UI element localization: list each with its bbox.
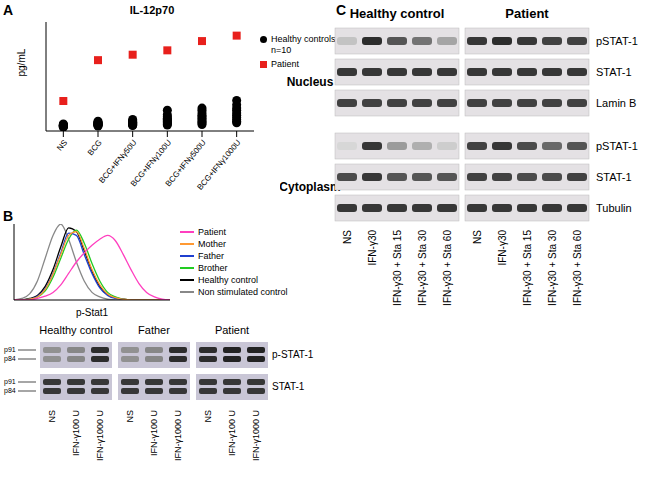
svg-text:STAT-1: STAT-1 [272, 381, 305, 392]
svg-text:BCG+IFNγ500U: BCG+IFNγ500U [163, 138, 208, 189]
svg-text:Lamin B: Lamin B [596, 97, 636, 109]
svg-text:Patient: Patient [505, 6, 549, 21]
svg-text:p84: p84 [4, 355, 16, 363]
svg-text:Nucleus: Nucleus [287, 75, 334, 89]
html-text:Healthy controls n=10: Healthy controls n=10 [271, 34, 336, 55]
svg-text:NS: NS [203, 410, 213, 423]
svg-text:IFN-γ30 + Sta 60: IFN-γ30 + Sta 60 [442, 230, 453, 306]
svg-text:IFN-γ100 U: IFN-γ100 U [149, 410, 159, 456]
svg-text:IFN-γ1000 U: IFN-γ1000 U [173, 410, 183, 461]
html-text:IL-12p70: IL-12p70 [129, 4, 175, 16]
svg-text:p-STAT-1: p-STAT-1 [272, 349, 314, 360]
svg-text:STAT-1: STAT-1 [596, 171, 632, 183]
svg-text:BCG+IFNγ100U: BCG+IFNγ100U [129, 138, 174, 189]
svg-text:IFN-γ30 + Sta 15: IFN-γ30 + Sta 15 [392, 230, 403, 306]
svg-text:Patient: Patient [215, 324, 249, 336]
html-text:Patient: Patient [198, 227, 226, 237]
svg-text:NS: NS [125, 410, 135, 423]
svg-text:BCG: BCG [86, 138, 104, 157]
svg-text:NS: NS [472, 230, 483, 244]
svg-text:NS: NS [342, 230, 353, 244]
svg-text:IFN-γ30 + Sta 30: IFN-γ30 + Sta 30 [417, 230, 428, 306]
svg-text:STAT-1: STAT-1 [596, 66, 632, 78]
svg-text:Cytoplasm: Cytoplasm [280, 180, 341, 194]
html-text:A: A [3, 2, 14, 18]
svg-text:p91: p91 [4, 378, 16, 386]
svg-text:p-Stat1: p-Stat1 [76, 307, 109, 318]
svg-text:Healthy control: Healthy control [39, 324, 112, 336]
svg-text:IFN-γ30: IFN-γ30 [367, 230, 378, 266]
html-text:Brother: Brother [198, 263, 228, 273]
svg-text:IFN-γ100 U: IFN-γ100 U [227, 410, 237, 456]
svg-text:Tubulin: Tubulin [596, 202, 632, 214]
svg-text:p84: p84 [4, 387, 16, 395]
svg-text:BCG+IFNγ50U: BCG+IFNγ50U [97, 138, 139, 185]
svg-text:IFN-γ30 + Sta 60: IFN-γ30 + Sta 60 [572, 230, 583, 306]
svg-text:Healthy control: Healthy control [350, 6, 445, 21]
svg-text:BCG+IFNγ1000U: BCG+IFNγ1000U [196, 138, 243, 192]
svg-text:pSTAT-1: pSTAT-1 [596, 140, 638, 152]
svg-text:pg/mL: pg/mL [16, 48, 27, 76]
svg-text:IFN-γ100 U: IFN-γ100 U [71, 410, 81, 456]
svg-text:NS: NS [47, 410, 57, 423]
html-text:Mother: Mother [198, 239, 226, 249]
html-text:Father: Father [198, 251, 224, 261]
html-text:C: C [336, 2, 347, 18]
svg-text:p91: p91 [4, 346, 16, 354]
html-text:B: B [3, 208, 14, 224]
svg-text:IFN-γ1000 U: IFN-γ1000 U [95, 410, 105, 461]
svg-text:IFN-γ30 + Sta 30: IFN-γ30 + Sta 30 [547, 230, 558, 306]
html-text:Non stimulated control: Non stimulated control [198, 287, 288, 297]
svg-text:pSTAT-1: pSTAT-1 [596, 35, 638, 47]
html-text:Patient: Patient [271, 59, 299, 69]
svg-text:NS: NS [55, 138, 69, 152]
svg-text:IFN-γ1000 U: IFN-γ1000 U [251, 410, 261, 461]
svg-text:IFN-γ30 + Sta 15: IFN-γ30 + Sta 15 [522, 230, 533, 306]
svg-text:IFN-γ30: IFN-γ30 [497, 230, 508, 266]
html-text:Healthy control: Healthy control [198, 275, 258, 285]
svg-text:Father: Father [138, 324, 170, 336]
